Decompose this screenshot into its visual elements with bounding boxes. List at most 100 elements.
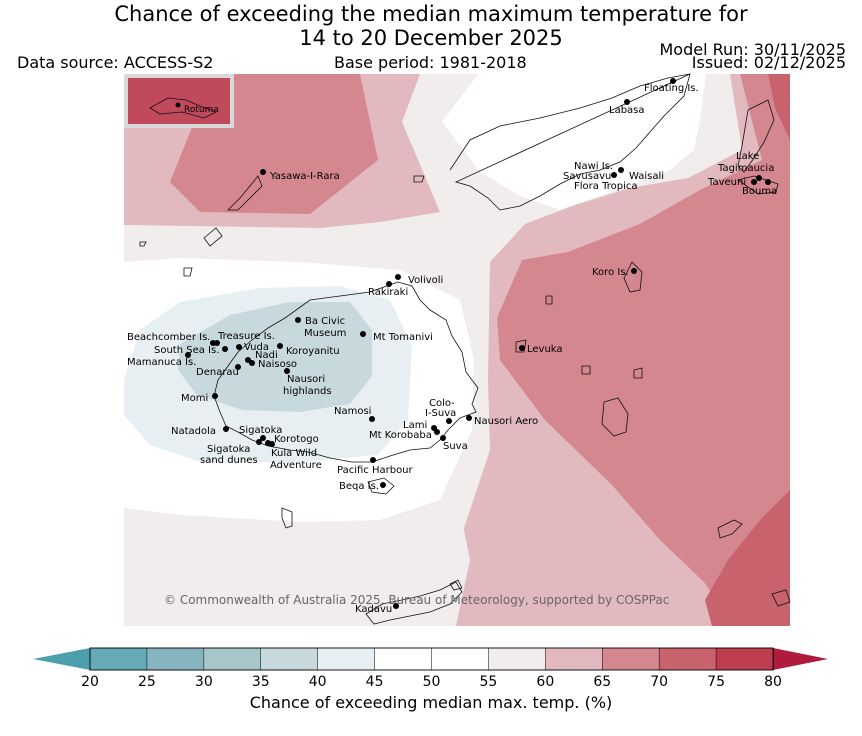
label-floating: Floating Is.	[644, 83, 699, 94]
label-nausori-aero: Nausori Aero	[474, 416, 538, 427]
band-55-60-south	[124, 506, 470, 626]
label-kula-1: Kula Wild	[271, 448, 317, 459]
colorbar-segment	[545, 647, 603, 671]
label-bouma: Bouma	[742, 186, 777, 197]
label-taveuni: Taveuni	[707, 177, 746, 188]
colorbar-tick-label: 35	[252, 674, 270, 690]
model-run: Model Run: 30/11/2025	[659, 40, 847, 59]
label-sigatoka: Sigatoka	[239, 425, 282, 436]
label-beqa: Beqa Is.	[339, 481, 379, 492]
colorbar-tick-label: 55	[480, 674, 498, 690]
yasawa-south	[203, 227, 223, 247]
label-nawi: Nawi Is.	[574, 161, 613, 172]
label-labasa: Labasa	[609, 105, 645, 116]
ovalau-coast	[515, 339, 527, 353]
rotuma-coast	[149, 97, 217, 119]
band-45-55-north	[442, 74, 706, 210]
colorbar-tick-label: 40	[309, 674, 327, 690]
label-momi: Momi	[181, 393, 208, 404]
label-pacific: Pacific Harbour	[337, 465, 414, 476]
koro-coast	[623, 261, 643, 293]
colorbar-segment	[488, 647, 547, 671]
band-65-70-east	[497, 74, 790, 626]
lau-island-2	[771, 589, 791, 607]
colorbar-segment	[602, 647, 660, 671]
vanua-levu-coast	[449, 73, 691, 211]
colorbar-segment	[317, 647, 376, 671]
rotuma-label: Rotuma	[184, 105, 219, 115]
gau-coast	[601, 397, 629, 437]
colorbar-label: Chance of exceeding median max. temp. (%…	[250, 693, 613, 712]
label-denarau: Denarau	[196, 367, 239, 378]
band-70-75-se	[705, 490, 790, 626]
colorbar-tick-label: 65	[593, 674, 611, 690]
label-bacivic: Ba Civic	[305, 316, 345, 327]
colorbar-tick-label: 25	[138, 674, 156, 690]
label-kadavu: Kadavu	[355, 604, 392, 615]
map-title: Chance of exceeding the median maximum t…	[0, 2, 862, 50]
label-namosi: Namosi	[334, 406, 371, 417]
colorbar-tick-label: 45	[366, 674, 384, 690]
rotuma-inset: Rotuma	[124, 74, 234, 128]
label-suva: Suva	[443, 441, 468, 452]
islet-1	[183, 267, 193, 277]
colorbar-tick-label: 80	[764, 674, 782, 690]
colorbar-segment	[431, 647, 490, 671]
islet-3	[413, 175, 425, 183]
colorbar-segment	[374, 647, 433, 671]
taveuni-coast	[737, 99, 775, 173]
label-isuva: I-Suva	[425, 408, 456, 419]
label-highlands: highlands	[283, 386, 332, 397]
colorbar-tick-label: 50	[423, 674, 441, 690]
band-70-75-ne	[768, 74, 790, 140]
colorbar-tick-label: 60	[536, 674, 554, 690]
label-kula-2: Adventure	[270, 460, 322, 471]
data-source: Data source: ACCESS-S2	[17, 53, 214, 72]
label-nadi: Nadi	[255, 350, 278, 361]
rotuma-dot	[175, 102, 181, 108]
label-natadola: Natadola	[171, 426, 216, 437]
colorbar-ticks: 20 25 30 35 40 45 50 55 60 65 70 75 80	[81, 674, 782, 690]
label-museum: Museum	[304, 328, 346, 339]
label-volivoli: Volivoli	[408, 275, 443, 286]
islet-7	[449, 579, 463, 591]
label-treasure: Treasure Is.	[217, 331, 275, 342]
colorbar-segment	[146, 647, 205, 671]
colorbar: 20 25 30 35 40 45 50 55 60 65 70 75 80 Chance of exc…	[33, 647, 828, 712]
label-savusavu: Savusavu	[563, 171, 611, 182]
label-tagimaucia: Tagimaucia	[717, 163, 774, 174]
label-korotogo: Korotogo	[274, 434, 319, 445]
title-line-2: 14 to 20 December 2025	[299, 26, 563, 50]
colorbar-tick-label: 70	[650, 674, 668, 690]
colorbar-segment	[89, 647, 148, 671]
place-markers	[185, 78, 771, 609]
base-period: Base period: 1981-2018	[334, 53, 527, 72]
label-rakiraki: Rakiraki	[368, 287, 408, 298]
label-koroyanitu: Koroyanitu	[286, 346, 340, 357]
vatulele-coast	[281, 507, 293, 529]
colorbar-outline	[89, 647, 774, 671]
label-sig-sand-2: sand dunes	[200, 455, 258, 466]
label-waisali: Waisali	[629, 171, 664, 182]
colorbar-extend-high	[773, 648, 828, 670]
copyright-notice: © Commonwealth of Australia 2025, Bureau…	[164, 593, 669, 607]
probability-contours	[124, 74, 790, 626]
label-colo: Colo-	[429, 398, 455, 409]
title-line-1: Chance of exceeding the median maximum t…	[114, 2, 748, 26]
colorbar-extend-low	[33, 648, 90, 670]
label-lami: Lami	[403, 420, 427, 431]
label-flora: Flora Tropica	[574, 181, 637, 192]
label-yasawa: Yasawa-I-Rara	[269, 171, 340, 182]
colorbar-segments	[89, 647, 774, 671]
islet-2	[139, 241, 147, 247]
band-35-40	[178, 302, 372, 412]
label-levuka: Levuka	[527, 344, 563, 355]
lau-island-1	[717, 519, 743, 539]
issued-date: Issued: 02/12/2025	[691, 53, 846, 72]
label-sig-sand-1: Sigatoka	[207, 444, 250, 455]
colorbar-tick-label: 75	[707, 674, 725, 690]
islet-4	[545, 295, 553, 305]
colorbar-tick-label: 30	[195, 674, 213, 690]
islet-6	[581, 365, 591, 375]
